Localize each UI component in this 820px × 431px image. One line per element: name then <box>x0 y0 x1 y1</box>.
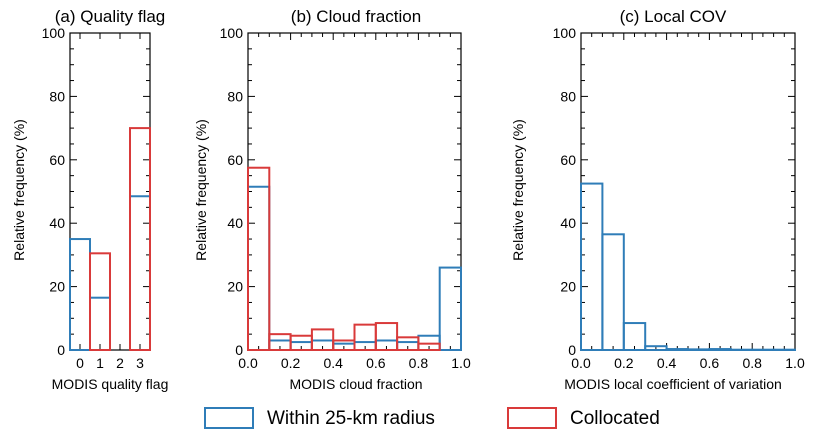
x-tick-label: 0.0 <box>571 355 591 371</box>
x-tick-label: 0.8 <box>742 355 762 371</box>
x-tick-label: 0.2 <box>281 355 301 371</box>
y-tick-label: 20 <box>227 279 243 295</box>
panel-a-title: (a) Quality flag <box>55 7 166 26</box>
bar-within-6 <box>708 348 732 352</box>
x-tick-label: 1.0 <box>785 355 805 371</box>
y-tick-label: 20 <box>560 279 576 295</box>
legend: Within 25-km radius Collocated <box>204 407 660 429</box>
panel-quality-flag: (a) Quality flag Relative frequency (%) … <box>11 7 168 392</box>
bar-collocated-8 <box>417 342 441 352</box>
bar-within-4 <box>665 348 689 352</box>
bar-within-9 <box>438 266 463 351</box>
bar-within-0 <box>247 185 271 351</box>
panel-b-marks: 0 20 40 60 80 100 0.0 0.2 0.4 0.6 0.8 1.0 <box>220 25 471 371</box>
x-tick-label: 0.6 <box>700 355 720 371</box>
x-tick-label: 0.4 <box>657 355 677 371</box>
x-tick-label: 3 <box>136 355 144 371</box>
legend-swatch-collocated <box>507 407 557 429</box>
bar-collocated-6 <box>374 322 399 351</box>
x-tick-label: 2 <box>116 355 124 371</box>
bar-collocated-3 <box>129 127 151 351</box>
panel-local-cov: (c) Local COV Relative frequency (%) MOD… <box>510 7 805 392</box>
y-tick-label: 0 <box>235 342 243 358</box>
x-tick-label: 0.4 <box>323 355 343 371</box>
y-tick-label: 60 <box>49 152 65 168</box>
panel-b-ylabel: Relative frequency (%) <box>193 119 209 261</box>
bar-within-2 <box>622 322 647 351</box>
bar-collocated-1 <box>89 252 111 351</box>
panel-b-xlabel: MODIS cloud fraction <box>289 376 422 392</box>
y-tick-label: 80 <box>227 88 243 104</box>
bar-within-5 <box>687 348 711 351</box>
x-tick-label: 1.0 <box>451 355 471 371</box>
y-tick-label: 100 <box>553 25 577 41</box>
bar-within-1 <box>89 296 111 352</box>
bar-collocated-0 <box>247 166 271 351</box>
legend-swatch-within <box>204 407 254 429</box>
x-tick-label: 0 <box>76 355 84 371</box>
panel-a-xlabel: MODIS quality flag <box>52 376 169 392</box>
bar-within-1 <box>601 233 625 351</box>
y-tick-label: 40 <box>49 215 65 231</box>
panel-b-frame <box>247 32 462 351</box>
bar-within-3 <box>129 195 151 351</box>
y-tick-label: 80 <box>49 88 65 104</box>
legend-label-collocated: Collocated <box>570 408 660 429</box>
y-tick-label: 100 <box>220 25 244 41</box>
panel-b-title: (b) Cloud fraction <box>291 7 421 26</box>
y-tick-label: 40 <box>227 215 243 231</box>
legend-label-within: Within 25-km radius <box>267 408 435 429</box>
x-tick-label: 0.6 <box>366 355 386 371</box>
x-tick-label: 1 <box>96 355 104 371</box>
y-tick-label: 0 <box>57 342 65 358</box>
x-tick-label: 0.0 <box>238 355 258 371</box>
panel-c-frame <box>580 32 796 351</box>
panel-a-ylabel: Relative frequency (%) <box>11 119 27 261</box>
x-tick-label: 0.2 <box>614 355 634 371</box>
y-tick-label: 100 <box>42 25 66 41</box>
bar-within-0 <box>580 182 604 351</box>
y-tick-label: 40 <box>560 215 576 231</box>
bar-within-0 <box>69 238 91 351</box>
panel-cloud-fraction: (b) Cloud fraction Relative frequency (%… <box>193 7 471 392</box>
y-tick-label: 60 <box>560 152 576 168</box>
panel-c-ylabel: Relative frequency (%) <box>510 119 526 261</box>
y-tick-label: 0 <box>568 342 576 358</box>
panel-c-marks: 0 20 40 60 80 100 0.0 0.2 0.4 0.6 0.8 1.0 <box>553 25 805 371</box>
y-tick-label: 60 <box>227 152 243 168</box>
panel-c-xlabel: MODIS local coefficient of variation <box>564 376 782 392</box>
y-tick-label: 20 <box>49 279 65 295</box>
y-tick-label: 80 <box>560 88 576 104</box>
x-tick-label: 0.8 <box>409 355 429 371</box>
panel-c-title: (c) Local COV <box>620 7 727 26</box>
